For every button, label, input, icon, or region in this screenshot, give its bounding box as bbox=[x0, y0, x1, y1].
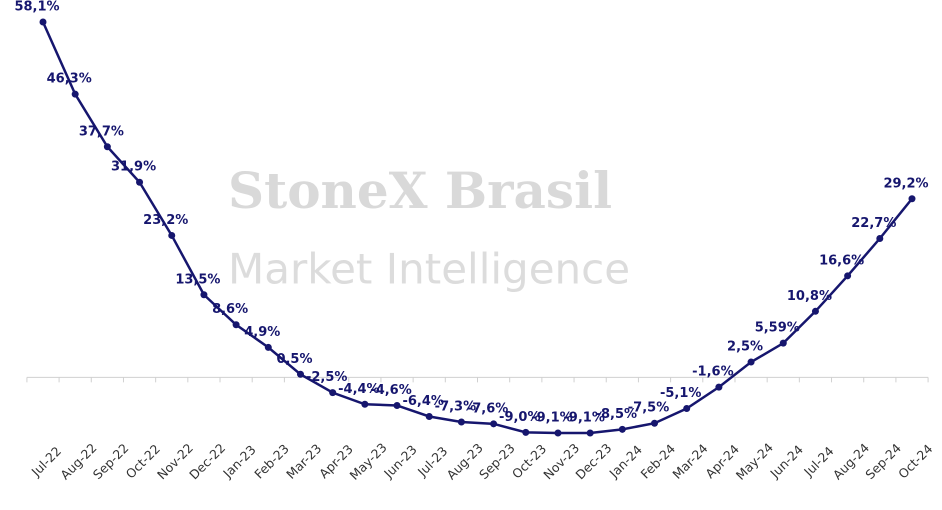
point bbox=[136, 178, 144, 186]
point bbox=[103, 143, 111, 151]
point bbox=[586, 429, 594, 437]
x-tick-label: May-24 bbox=[733, 440, 776, 483]
data-label: 23,2% bbox=[143, 213, 188, 228]
data-label: -2,5% bbox=[306, 370, 347, 385]
x-tick-label: Feb-23 bbox=[251, 441, 292, 482]
data-label: -4,6% bbox=[370, 383, 411, 398]
data-label: -6,4% bbox=[402, 394, 443, 409]
point bbox=[232, 321, 240, 329]
data-label: -9,1% bbox=[531, 411, 572, 426]
x-tick-label: Sep-22 bbox=[90, 440, 132, 482]
x-tick-label: Oct-24 bbox=[895, 441, 935, 481]
point bbox=[71, 90, 79, 98]
point bbox=[361, 400, 369, 408]
point bbox=[811, 307, 819, 315]
x-tick-label: Feb-24 bbox=[637, 441, 678, 482]
data-label: -7,3% bbox=[435, 399, 476, 414]
point bbox=[618, 425, 626, 433]
data-label: 8,6% bbox=[212, 302, 248, 317]
watermark: Market Intelligence bbox=[228, 245, 630, 294]
data-label: 58,1% bbox=[14, 0, 59, 15]
point bbox=[779, 339, 787, 347]
point bbox=[651, 419, 659, 427]
point bbox=[168, 231, 176, 239]
x-tick-label: May-23 bbox=[347, 440, 390, 483]
point bbox=[844, 272, 852, 280]
data-label: 16,6% bbox=[819, 253, 864, 268]
watermark: StoneX Brasil bbox=[228, 161, 612, 220]
data-label: -1,6% bbox=[692, 365, 733, 380]
point bbox=[522, 428, 530, 436]
data-label: -9,1% bbox=[563, 411, 604, 426]
point bbox=[457, 418, 465, 426]
data-label: -8,5% bbox=[596, 407, 637, 422]
data-label: 46,3% bbox=[47, 72, 92, 87]
x-tick-label: Sep-24 bbox=[862, 440, 904, 482]
point bbox=[715, 383, 723, 391]
data-label: 22,7% bbox=[851, 216, 896, 231]
data-label: -5,1% bbox=[660, 386, 701, 401]
point bbox=[876, 235, 884, 243]
data-label: 13,5% bbox=[175, 272, 220, 287]
x-tick-label: Dec-22 bbox=[186, 440, 228, 482]
data-label: -7,6% bbox=[467, 401, 508, 416]
x-tick-label: Mar-24 bbox=[669, 441, 710, 482]
point bbox=[554, 429, 562, 437]
point bbox=[683, 405, 691, 413]
data-label: 10,8% bbox=[787, 289, 832, 304]
data-label: 5,59% bbox=[755, 321, 800, 336]
data-label: 31,9% bbox=[111, 160, 156, 175]
point bbox=[490, 420, 498, 428]
data-label: 37,7% bbox=[79, 124, 124, 139]
x-tick-label: Dec-23 bbox=[572, 440, 614, 482]
point bbox=[296, 370, 304, 378]
point bbox=[39, 18, 47, 26]
point bbox=[908, 195, 916, 203]
x-tick-label: Mar-23 bbox=[283, 441, 324, 482]
line bbox=[41, 21, 913, 435]
data-label: 29,2% bbox=[883, 176, 928, 191]
point bbox=[200, 291, 208, 299]
point bbox=[393, 401, 401, 409]
data-label: 2,5% bbox=[727, 340, 763, 355]
x-tick-label: Sep-23 bbox=[476, 440, 518, 482]
data-label: -4,4% bbox=[338, 382, 379, 397]
point bbox=[329, 389, 337, 397]
data-label: 4,9% bbox=[244, 325, 280, 340]
point bbox=[747, 358, 755, 366]
data-label: -7,5% bbox=[628, 401, 669, 416]
point bbox=[264, 343, 272, 351]
point bbox=[425, 412, 433, 420]
data-label: 0,5% bbox=[276, 352, 312, 367]
data-label: -9,0% bbox=[499, 410, 540, 425]
